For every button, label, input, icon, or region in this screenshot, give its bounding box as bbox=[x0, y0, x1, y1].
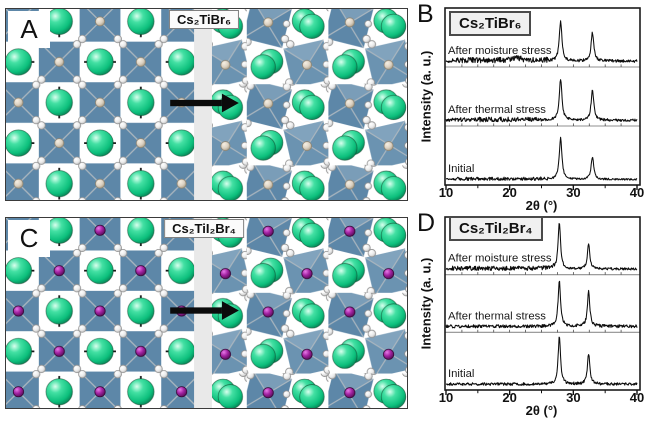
transformation-arrow-shaft bbox=[170, 307, 222, 314]
y-axis-title: Intensity (a. u.) bbox=[419, 51, 434, 143]
xrd-panel-b: After moisture stress After thermal stres… bbox=[419, 7, 644, 213]
plot-background bbox=[445, 8, 640, 185]
panel-b-letter: B bbox=[417, 0, 434, 28]
x-tick-label: 10 bbox=[439, 390, 453, 405]
panel-a-structure: A Cs₂TiBr₆ bbox=[5, 8, 408, 201]
trace-label: After thermal stress bbox=[448, 104, 546, 116]
transformation-arrow-head-icon bbox=[221, 301, 239, 320]
xrd-trace-initial bbox=[445, 336, 638, 386]
panel-b-formula-label: Cs₂TiBr₆ bbox=[449, 11, 532, 36]
x-tick-label: 20 bbox=[502, 390, 516, 405]
panel-c-letter: C bbox=[8, 220, 50, 257]
x-axis-title: 2θ (°) bbox=[526, 403, 558, 418]
panel-c-formula-label: Cs₂TiI₂Br₄ bbox=[164, 219, 244, 238]
xrd-trace-after-moisture-stress bbox=[445, 223, 638, 271]
trace-label: After moisture stress bbox=[448, 253, 552, 265]
trace-label: After moisture stress bbox=[448, 45, 552, 57]
x-axis-title: 2θ (°) bbox=[526, 198, 558, 213]
transformation-arrow-head-icon bbox=[221, 93, 239, 113]
trace-label: Initial bbox=[448, 368, 474, 380]
trace-label: After thermal stress bbox=[448, 310, 546, 322]
xrd-trace-after-thermal-stress bbox=[445, 79, 638, 123]
x-tick-label: 20 bbox=[502, 185, 516, 200]
x-tick-label: 30 bbox=[566, 185, 580, 200]
x-tick-label: 10 bbox=[439, 185, 453, 200]
panel-a-letter: A bbox=[8, 11, 50, 48]
x-tick-label: 40 bbox=[630, 390, 644, 405]
trace-label: Initial bbox=[448, 163, 474, 175]
plot-frame bbox=[444, 7, 641, 186]
y-axis-title: Intensity (a. u.) bbox=[419, 258, 434, 350]
x-tick-label: 30 bbox=[566, 390, 580, 405]
xrd-trace-after-thermal-stress bbox=[445, 280, 638, 329]
panel-a-formula-label: Cs₂TiBr₆ bbox=[168, 10, 240, 29]
panel-d-formula-label: Cs₂TiI₂Br₄ bbox=[449, 216, 543, 241]
panel-d-letter: D bbox=[417, 209, 436, 237]
transformation-arrow-shaft bbox=[170, 99, 222, 107]
xrd-trace-initial bbox=[445, 136, 638, 182]
x-tick-label: 40 bbox=[630, 185, 644, 200]
panel-c-structure: C Cs₂TiI₂Br₄ bbox=[5, 217, 408, 409]
plot-background bbox=[445, 217, 640, 390]
xrd-trace-after-moisture-stress bbox=[445, 20, 638, 64]
xrd-panel-d: After moisture stress After thermal stres… bbox=[419, 216, 644, 418]
